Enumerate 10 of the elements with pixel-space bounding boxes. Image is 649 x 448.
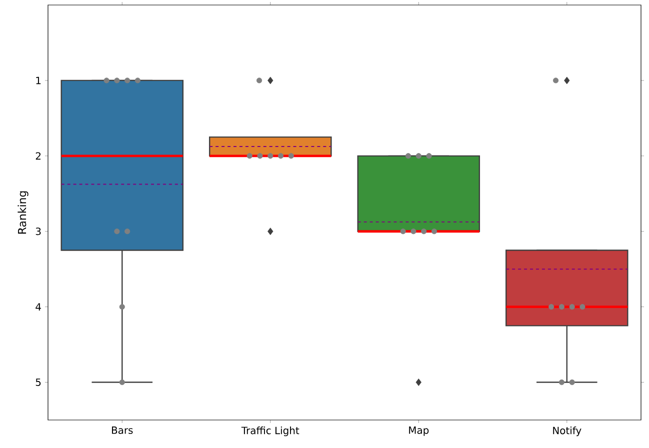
y-axis-title: Ranking xyxy=(18,191,28,234)
y-tick-label: 1 xyxy=(36,76,41,84)
y-tick-label: 5 xyxy=(36,378,41,386)
y-tick-label: 3 xyxy=(36,228,41,236)
x-tick-label: Notify xyxy=(553,426,582,436)
y-tick-label: 2 xyxy=(36,152,40,160)
y-tick-label: 4 xyxy=(36,303,41,310)
x-tick-label: Traffic Light xyxy=(241,426,300,436)
x-tick-label: Map xyxy=(409,426,429,436)
x-tick-label: Bars xyxy=(112,426,133,434)
